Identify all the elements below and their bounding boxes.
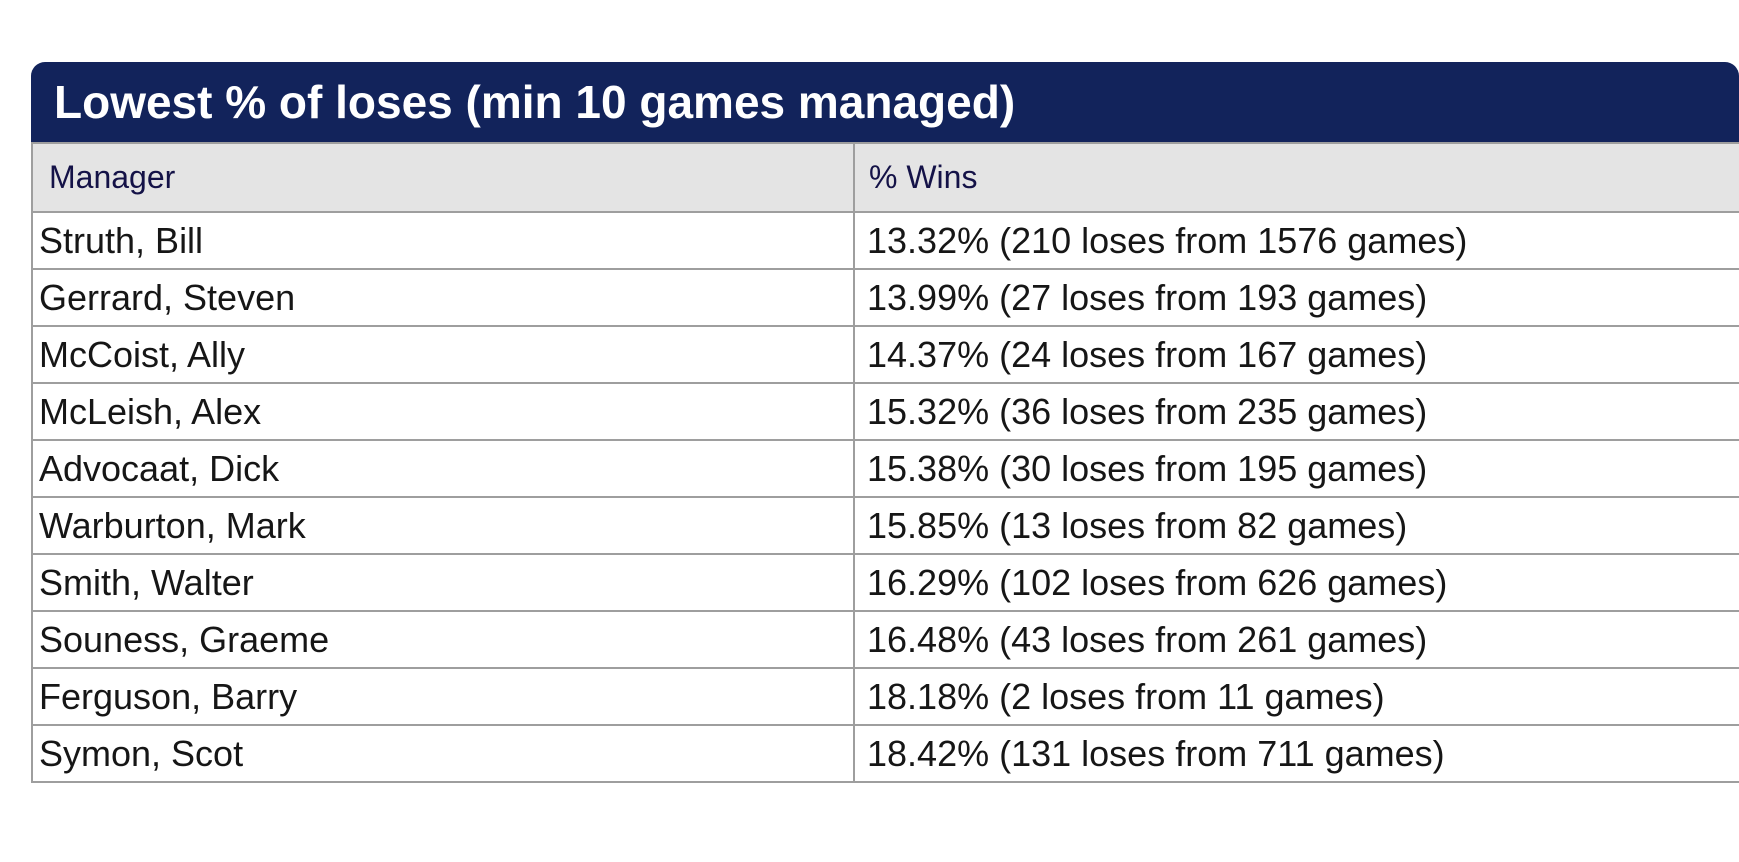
wins-cell: 16.29% (102 loses from 626 games) — [853, 553, 1739, 612]
table-row: Struth, Bill 13.32% (210 loses from 1576… — [31, 211, 1739, 270]
manager-cell: Gerrard, Steven — [31, 268, 854, 327]
wins-cell: 13.99% (27 loses from 193 games) — [853, 268, 1739, 327]
wins-cell: 18.18% (2 loses from 11 games) — [853, 667, 1739, 726]
manager-cell: Souness, Graeme — [31, 610, 854, 669]
table-row: Ferguson, Barry 18.18% (2 loses from 11 … — [31, 667, 1739, 726]
manager-cell: Struth, Bill — [31, 211, 854, 270]
wins-cell: 16.48% (43 loses from 261 games) — [853, 610, 1739, 669]
wins-cell: 15.32% (36 loses from 235 games) — [853, 382, 1739, 441]
manager-cell: McCoist, Ally — [31, 325, 854, 384]
column-header-row: Manager % Wins — [31, 142, 1739, 213]
wins-cell: 14.37% (24 loses from 167 games) — [853, 325, 1739, 384]
table-row: Advocaat, Dick 15.38% (30 loses from 195… — [31, 439, 1739, 498]
manager-cell: Symon, Scot — [31, 724, 854, 783]
manager-cell: Smith, Walter — [31, 553, 854, 612]
wins-cell: 13.32% (210 loses from 1576 games) — [853, 211, 1739, 270]
table-row: Warburton, Mark 15.85% (13 loses from 82… — [31, 496, 1739, 555]
stats-table-panel: Lowest % of loses (min 10 games managed)… — [31, 62, 1739, 783]
manager-cell: McLeish, Alex — [31, 382, 854, 441]
wins-cell: 18.42% (131 loses from 711 games) — [853, 724, 1739, 783]
manager-cell: Advocaat, Dick — [31, 439, 854, 498]
wins-cell: 15.85% (13 loses from 82 games) — [853, 496, 1739, 555]
table-title: Lowest % of loses (min 10 games managed) — [54, 76, 1016, 128]
table-row: Smith, Walter 16.29% (102 loses from 626… — [31, 553, 1739, 612]
table-row: McLeish, Alex 15.32% (36 loses from 235 … — [31, 382, 1739, 441]
table-row: Souness, Graeme 16.48% (43 loses from 26… — [31, 610, 1739, 669]
manager-cell: Ferguson, Barry — [31, 667, 854, 726]
table-row: Symon, Scot 18.42% (131 loses from 711 g… — [31, 724, 1739, 783]
table-title-bar: Lowest % of loses (min 10 games managed) — [31, 62, 1739, 142]
table-row: Gerrard, Steven 13.99% (27 loses from 19… — [31, 268, 1739, 327]
table-row: McCoist, Ally 14.37% (24 loses from 167 … — [31, 325, 1739, 384]
manager-cell: Warburton, Mark — [31, 496, 854, 555]
column-header-manager: Manager — [31, 142, 854, 213]
managers-table: Manager % Wins Struth, Bill 13.32% (210 … — [31, 142, 1739, 783]
column-header-wins: % Wins — [853, 142, 1739, 213]
wins-cell: 15.38% (30 loses from 195 games) — [853, 439, 1739, 498]
